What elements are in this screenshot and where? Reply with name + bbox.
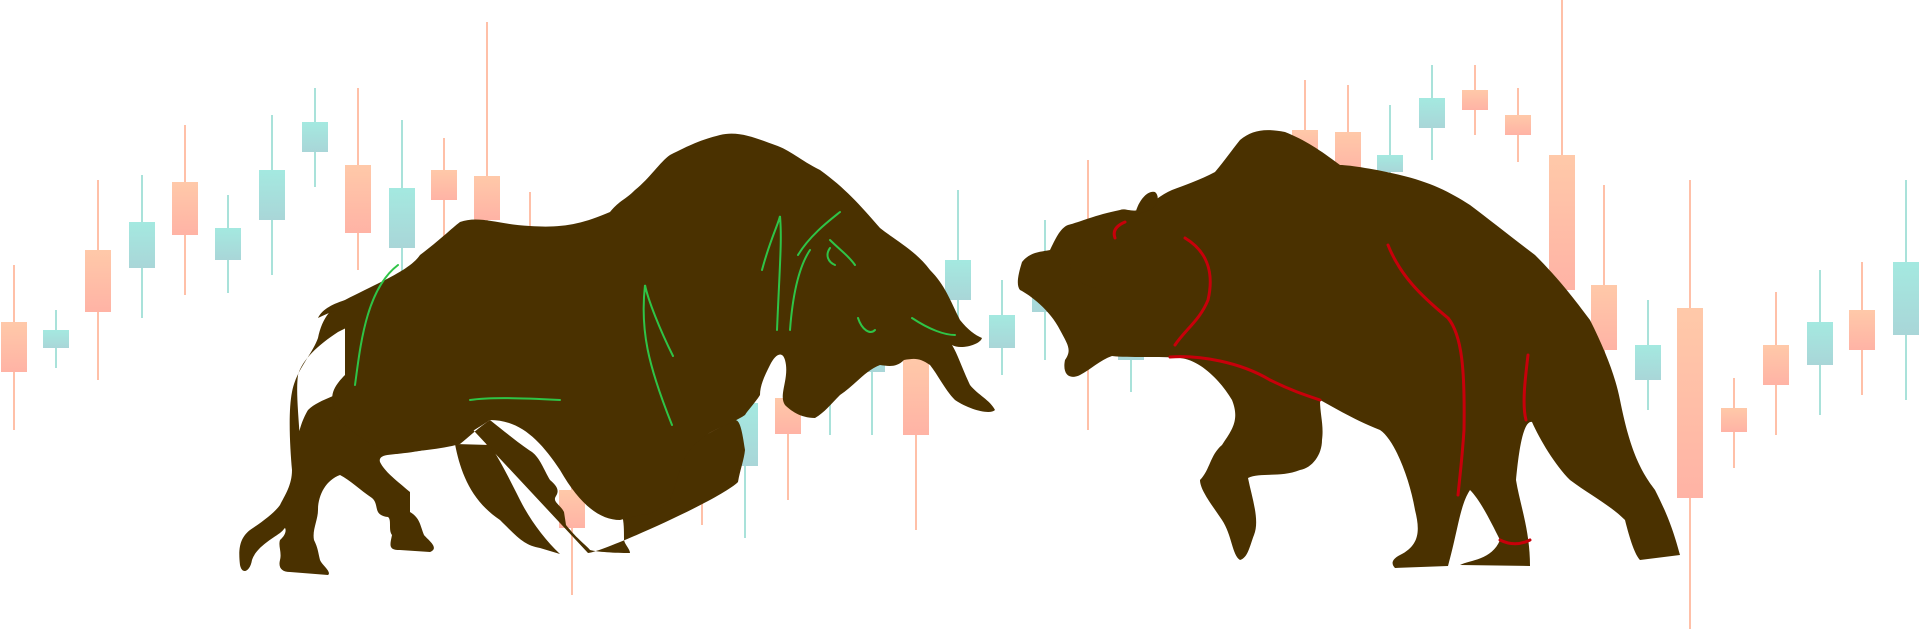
bull-silhouette [239, 133, 995, 575]
bear-ear [1135, 191, 1158, 215]
candle-body [1, 322, 27, 372]
candle-body [474, 176, 500, 220]
bear-silhouette [1017, 130, 1680, 568]
candle-body [989, 315, 1015, 348]
candle-body [1635, 345, 1661, 380]
candle-body [1763, 345, 1789, 385]
candle-body [1462, 90, 1488, 110]
candle-body [215, 228, 241, 260]
candle-body [431, 170, 457, 200]
candle-body [43, 330, 69, 348]
candle-body [1721, 408, 1747, 432]
bull-hind-leg [455, 444, 560, 554]
candle-body [1377, 155, 1403, 172]
candle-body [302, 122, 328, 152]
candle-body [345, 165, 371, 233]
candle-body [172, 182, 198, 235]
bear-snout [1070, 240, 1110, 288]
candle-body [1849, 310, 1875, 350]
candle-body [1505, 115, 1531, 135]
candle-body [259, 170, 285, 220]
bull-head-torso [332, 133, 995, 521]
candle-body [389, 188, 415, 248]
candle-body [945, 260, 971, 300]
candle-body [129, 222, 155, 268]
bull-accent-lines [354, 211, 956, 426]
candle-body [1549, 155, 1575, 290]
bull-horn [318, 300, 352, 318]
candle-body [1807, 322, 1833, 365]
candle-body [903, 358, 929, 435]
candle-body [1677, 308, 1703, 498]
candle-body [1419, 98, 1445, 128]
candle-body [85, 250, 111, 312]
bear-body [1017, 130, 1680, 568]
candle-body [1893, 262, 1919, 335]
bear-accent-lines [1112, 220, 1532, 546]
